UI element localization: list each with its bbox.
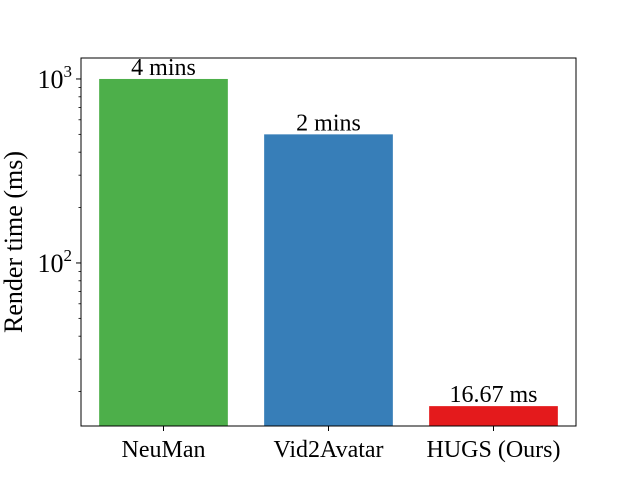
y-axis-label: Render time (ms) xyxy=(0,151,28,333)
bar-2 xyxy=(429,406,558,426)
y-axis-ticks: 102 103 xyxy=(38,62,81,392)
data-label-0: 4 mins xyxy=(131,55,196,81)
data-labels-layer: 4 mins 2 mins 16.67 ms xyxy=(131,55,537,408)
bar-0 xyxy=(99,78,228,426)
x-tick-label-2: HUGS (Ours) xyxy=(427,437,561,463)
x-tick-label-1: Vid2Avatar xyxy=(273,437,383,463)
bars-layer xyxy=(99,78,558,426)
bar-1 xyxy=(264,134,393,426)
x-tick-label-0: NeuMan xyxy=(122,437,206,463)
data-label-1: 2 mins xyxy=(296,110,361,136)
y-tick-label-1: 103 xyxy=(38,62,73,94)
x-axis-ticks: NeuMan Vid2Avatar HUGS (Ours) xyxy=(122,426,561,463)
y-tick-label-0: 102 xyxy=(38,246,73,278)
data-label-2: 16.67 ms xyxy=(449,382,537,408)
